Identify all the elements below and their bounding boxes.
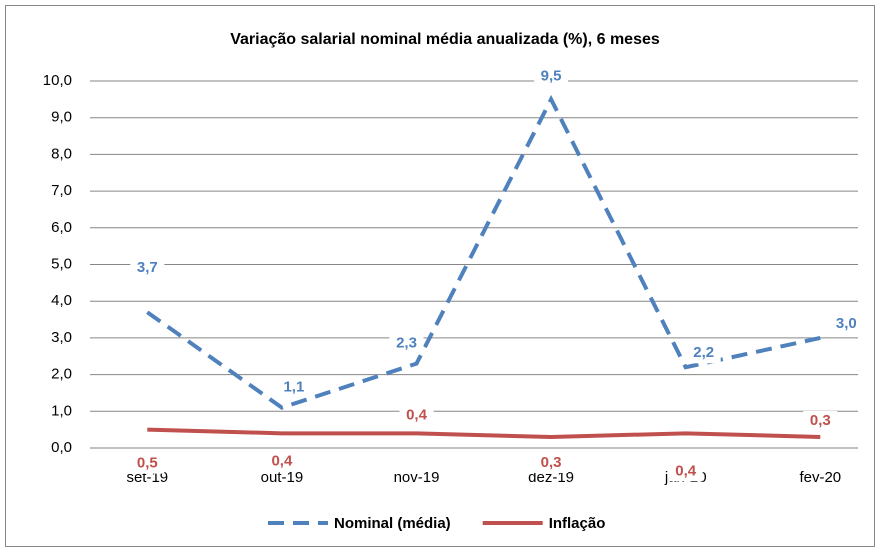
y-tick-label: 3,0 (51, 329, 72, 346)
label-bg (668, 461, 703, 482)
y-tick-label: 6,0 (51, 219, 72, 236)
y-tick-label: 7,0 (51, 182, 72, 199)
label-bg (803, 410, 838, 431)
data-label: 9,5 (541, 67, 562, 84)
x-tick-label: fev-20 (799, 469, 841, 486)
label-bg (276, 377, 311, 398)
y-tick-label: 9,0 (51, 109, 72, 126)
x-tick-label: out-19 (261, 469, 304, 486)
data-label: 0,3 (810, 412, 831, 429)
label-bg (534, 66, 569, 87)
data-label: 0,5 (137, 455, 158, 472)
y-tick-label: 2,0 (51, 366, 72, 383)
y-tick-label: 1,0 (51, 402, 72, 419)
label-bg (130, 258, 165, 279)
label-bg (686, 343, 721, 364)
y-tick-label: 4,0 (51, 292, 72, 309)
label-bg (829, 313, 864, 334)
legend-label: Nominal (média) (334, 515, 451, 532)
data-label: 1,1 (283, 379, 304, 396)
line-series (147, 427, 821, 439)
label-bg (389, 333, 424, 354)
data-label: 2,3 (396, 335, 417, 352)
chart-title: Variação salarial nominal média anualiza… (230, 31, 660, 48)
y-tick-label: 10,0 (43, 72, 72, 89)
x-tick-label: dez-19 (528, 469, 574, 486)
data-label: 0,4 (271, 452, 293, 469)
x-tick-label: nov-19 (394, 469, 440, 486)
legend-label: Inflação (549, 515, 606, 532)
y-tick-label: 0,0 (51, 439, 72, 456)
label-bg (534, 452, 569, 473)
data-label: 0,4 (406, 406, 428, 423)
label-bg (399, 405, 434, 426)
y-tick-label: 8,0 (51, 145, 72, 162)
data-label: 0,3 (541, 454, 562, 471)
y-tick-label: 5,0 (51, 255, 72, 272)
label-bg (264, 451, 299, 472)
data-label: 0,4 (675, 462, 697, 479)
label-bg (130, 453, 165, 474)
data-label: 3,0 (836, 315, 857, 332)
data-label: 2,2 (693, 344, 714, 361)
data-label: 3,7 (137, 259, 158, 276)
